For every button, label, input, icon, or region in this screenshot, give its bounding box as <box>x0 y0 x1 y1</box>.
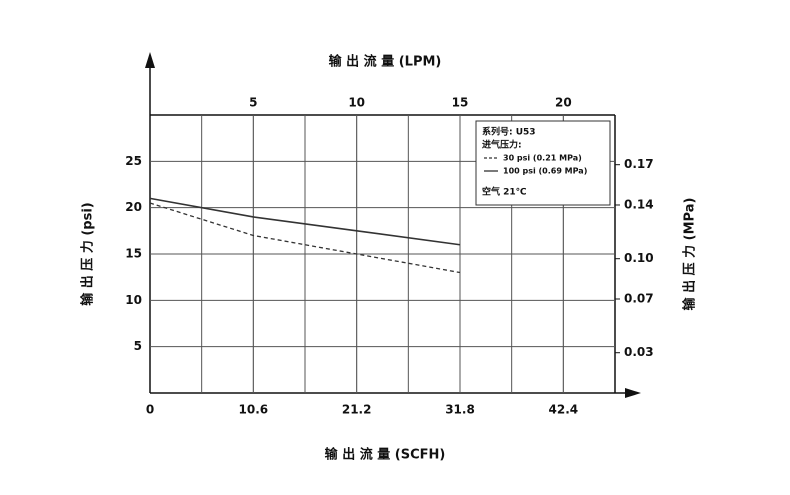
y-axis-label: 输 出 压 力 (psi) <box>80 202 96 306</box>
y-tick-label: 15 <box>125 247 142 261</box>
legend-label: 30 psi (0.21 MPa) <box>503 154 582 163</box>
x-axis-arrow <box>625 388 641 398</box>
x2-tick-label: 5 <box>249 96 257 110</box>
y-tick-label: 20 <box>125 200 142 214</box>
legend-title: 系列号: U53 <box>482 126 536 138</box>
x2-tick-label: 10 <box>348 96 365 110</box>
y-axis-arrow <box>145 52 155 68</box>
y-tick-label: 5 <box>134 339 142 353</box>
chart-title: 输 出 流 量 (LPM) <box>329 54 442 70</box>
x-tick-label: 10.6 <box>239 403 269 417</box>
y2-tick-label: 0.17 <box>624 157 654 171</box>
y2-tick-label: 0.07 <box>624 291 654 305</box>
y2-tick-label: 0.03 <box>624 345 654 359</box>
x-tick-label: 31.8 <box>445 403 475 417</box>
legend-note: 空气 21℃ <box>482 186 527 198</box>
y-tick-label: 25 <box>125 154 142 168</box>
y-tick-label: 10 <box>125 293 142 307</box>
series-line <box>149 197 461 246</box>
y2-tick-label: 0.14 <box>624 197 654 211</box>
x-tick-label: 21.2 <box>342 403 372 417</box>
legend-box <box>475 120 611 206</box>
x2-tick-label: 20 <box>555 96 572 110</box>
x-axis-label: 输 出 流 量 (SCFH) <box>325 447 446 463</box>
x2-tick-label: 15 <box>452 96 469 110</box>
legend-label: 100 psi (0.69 MPa) <box>503 167 587 176</box>
x-tick-label: 42.4 <box>549 403 579 417</box>
legend-title: 进气压力: <box>482 139 522 151</box>
y2-tick-label: 0.10 <box>624 251 654 265</box>
y2-axis-label: 输 出 压 力 (MPa) <box>682 198 698 311</box>
x-tick-label: 0 <box>146 403 154 417</box>
